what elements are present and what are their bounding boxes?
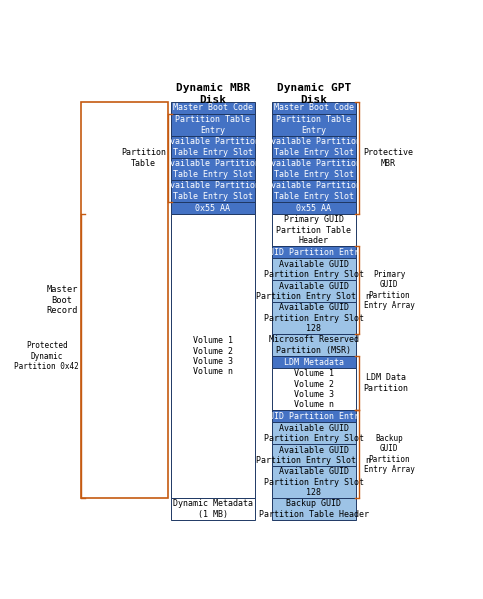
Text: Partition
Table: Partition Table <box>121 149 166 168</box>
FancyBboxPatch shape <box>272 280 356 302</box>
Text: Available Partition
Table Entry Slot: Available Partition Table Entry Slot <box>267 137 361 157</box>
Text: Backup GUID
Partition Table Header: Backup GUID Partition Table Header <box>259 500 369 519</box>
Text: Available GUID
Partition Entry Slot: Available GUID Partition Entry Slot <box>264 259 364 279</box>
FancyBboxPatch shape <box>272 410 356 422</box>
FancyBboxPatch shape <box>171 180 255 202</box>
Text: GUID Partition Entry: GUID Partition Entry <box>264 412 364 420</box>
Text: Dynamic GPT
Disk: Dynamic GPT Disk <box>277 83 351 105</box>
Text: LDM Metadata: LDM Metadata <box>284 358 344 367</box>
Text: Partition Table
Entry: Partition Table Entry <box>175 116 250 135</box>
Text: Master Boot Code: Master Boot Code <box>173 104 253 113</box>
FancyBboxPatch shape <box>272 422 356 444</box>
Text: Available GUID
Partition Entry Slot  n: Available GUID Partition Entry Slot n <box>256 282 371 301</box>
FancyBboxPatch shape <box>272 246 356 258</box>
FancyBboxPatch shape <box>272 136 356 158</box>
Text: Dynamic MBR
Disk: Dynamic MBR Disk <box>176 83 250 105</box>
Text: Available Partition
Table Entry Slot: Available Partition Table Entry Slot <box>165 181 260 201</box>
FancyBboxPatch shape <box>171 158 255 180</box>
Text: Volume 1
Volume 2
Volume 3
Volume n: Volume 1 Volume 2 Volume 3 Volume n <box>193 336 233 376</box>
FancyBboxPatch shape <box>272 466 356 498</box>
Text: Primary
GUID
Partition
Entry Array: Primary GUID Partition Entry Array <box>364 270 414 310</box>
Text: Volume 1
Volume 2
Volume 3
Volume n: Volume 1 Volume 2 Volume 3 Volume n <box>294 369 334 409</box>
Text: Available GUID
Partition Entry Slot  n: Available GUID Partition Entry Slot n <box>256 446 371 465</box>
FancyBboxPatch shape <box>272 334 356 356</box>
Text: LDM Data
Partition: LDM Data Partition <box>364 373 409 393</box>
Text: Available GUID
Partition Entry Slot
128: Available GUID Partition Entry Slot 128 <box>264 303 364 333</box>
FancyBboxPatch shape <box>272 158 356 180</box>
Text: Available GUID
Partition Entry Slot: Available GUID Partition Entry Slot <box>264 423 364 443</box>
Text: Available Partition
Table Entry Slot: Available Partition Table Entry Slot <box>267 181 361 201</box>
FancyBboxPatch shape <box>272 356 356 368</box>
FancyBboxPatch shape <box>272 498 356 520</box>
Text: Protected
Dynamic
Partition 0x42: Protected Dynamic Partition 0x42 <box>14 341 79 371</box>
FancyBboxPatch shape <box>272 444 356 466</box>
Text: Available Partition
Table Entry Slot: Available Partition Table Entry Slot <box>267 159 361 179</box>
FancyBboxPatch shape <box>272 114 356 136</box>
Text: Dynamic Metadata
(1 MB): Dynamic Metadata (1 MB) <box>173 500 253 519</box>
FancyBboxPatch shape <box>171 202 255 214</box>
FancyBboxPatch shape <box>171 114 255 136</box>
FancyBboxPatch shape <box>272 180 356 202</box>
Text: Available Partition
Table Entry Slot: Available Partition Table Entry Slot <box>165 159 260 179</box>
Text: Backup
GUID
Partition
Entry Array: Backup GUID Partition Entry Array <box>364 434 414 474</box>
FancyBboxPatch shape <box>272 302 356 334</box>
Text: Available GUID
Partition Entry Slot
128: Available GUID Partition Entry Slot 128 <box>264 467 364 497</box>
FancyBboxPatch shape <box>272 102 356 114</box>
Text: 0x55 AA: 0x55 AA <box>196 204 230 213</box>
Text: Master
Boot
Record: Master Boot Record <box>46 285 78 315</box>
FancyBboxPatch shape <box>171 102 255 114</box>
FancyBboxPatch shape <box>272 202 356 214</box>
Text: Microsoft Reserved
Partition (MSR): Microsoft Reserved Partition (MSR) <box>269 335 359 355</box>
Text: GUID Partition Entry: GUID Partition Entry <box>264 248 364 257</box>
FancyBboxPatch shape <box>272 368 356 410</box>
Text: Partition Table
Entry: Partition Table Entry <box>276 116 352 135</box>
Text: Primary GUID
Partition Table
Header: Primary GUID Partition Table Header <box>276 215 352 245</box>
FancyBboxPatch shape <box>171 136 255 158</box>
FancyBboxPatch shape <box>272 258 356 280</box>
Text: 0x55 AA: 0x55 AA <box>297 204 331 213</box>
FancyBboxPatch shape <box>272 214 356 246</box>
Text: Protective
MBR: Protective MBR <box>364 149 413 168</box>
FancyBboxPatch shape <box>171 214 255 498</box>
Text: Available Partition
Table Entry Slot: Available Partition Table Entry Slot <box>165 137 260 157</box>
FancyBboxPatch shape <box>171 498 255 520</box>
Text: Master Boot Code: Master Boot Code <box>274 104 354 113</box>
